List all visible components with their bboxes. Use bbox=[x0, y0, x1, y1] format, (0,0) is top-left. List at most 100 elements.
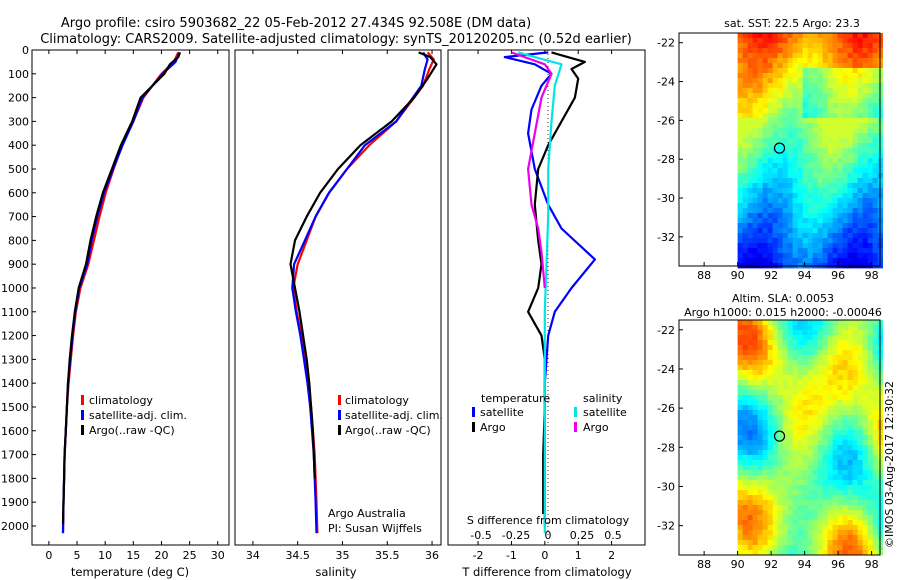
map-cell bbox=[752, 248, 758, 254]
map-cell bbox=[842, 405, 848, 411]
map-cell bbox=[752, 78, 758, 84]
map-cell bbox=[782, 143, 788, 149]
map-cell bbox=[782, 460, 788, 466]
map-cell bbox=[752, 550, 758, 556]
map-cell bbox=[802, 228, 808, 234]
map-cell bbox=[767, 410, 773, 416]
map-cell bbox=[802, 400, 808, 406]
map-cell bbox=[792, 495, 798, 501]
map-cell bbox=[767, 365, 773, 371]
map-cell bbox=[787, 530, 793, 536]
map-cell bbox=[737, 48, 743, 54]
map-cell bbox=[777, 143, 783, 149]
map-cell bbox=[827, 108, 833, 114]
map-cell bbox=[847, 238, 853, 244]
map-cell bbox=[812, 385, 818, 391]
map-cell bbox=[827, 183, 833, 189]
map-cell bbox=[867, 63, 873, 69]
map-cell bbox=[737, 440, 743, 446]
map-cell bbox=[832, 128, 838, 134]
map-cell bbox=[767, 505, 773, 511]
map-cell bbox=[852, 183, 858, 189]
map-cell bbox=[782, 258, 788, 264]
map-cell bbox=[797, 53, 803, 59]
map-cell bbox=[752, 98, 758, 104]
map-cell bbox=[782, 228, 788, 234]
map-cell bbox=[837, 38, 843, 44]
map-cell bbox=[777, 253, 783, 259]
map-cell bbox=[832, 490, 838, 496]
map-cell bbox=[827, 243, 833, 249]
map-cell bbox=[802, 133, 808, 139]
map-cell bbox=[852, 475, 858, 481]
map-cell bbox=[807, 515, 813, 521]
map-cell bbox=[772, 350, 778, 356]
map-cell bbox=[812, 415, 818, 421]
map-cell bbox=[747, 355, 753, 361]
map-cell bbox=[802, 430, 808, 436]
map-cell bbox=[872, 88, 878, 94]
map-cell bbox=[842, 248, 848, 254]
map-cell bbox=[817, 218, 823, 224]
map-cell bbox=[747, 455, 753, 461]
map-cell bbox=[872, 78, 878, 84]
map-cell bbox=[867, 218, 873, 224]
map-cell bbox=[817, 405, 823, 411]
map-cell bbox=[757, 550, 763, 556]
map-cell bbox=[787, 345, 793, 351]
map-cell bbox=[822, 68, 828, 74]
map-cell bbox=[762, 218, 768, 224]
map-cell bbox=[737, 248, 743, 254]
map-cell bbox=[802, 143, 808, 149]
map-cell bbox=[842, 163, 848, 169]
map-cell bbox=[827, 350, 833, 356]
map-cell bbox=[872, 385, 878, 391]
map-cell bbox=[872, 465, 878, 471]
map-cell bbox=[867, 183, 873, 189]
map-cell bbox=[842, 153, 848, 159]
map-cell bbox=[872, 475, 878, 481]
map-cell bbox=[742, 38, 748, 44]
map-cell bbox=[827, 88, 833, 94]
map-cell bbox=[867, 460, 873, 466]
map-cell bbox=[842, 455, 848, 461]
map-cell bbox=[787, 520, 793, 526]
map-cell bbox=[807, 490, 813, 496]
map-cell bbox=[837, 63, 843, 69]
map-cell bbox=[787, 340, 793, 346]
map-cell bbox=[857, 385, 863, 391]
map-cell bbox=[847, 243, 853, 249]
map-cell bbox=[782, 390, 788, 396]
map-cell bbox=[807, 208, 813, 214]
map-cell bbox=[802, 118, 808, 124]
map-cell bbox=[837, 410, 843, 416]
map-cell bbox=[867, 515, 873, 521]
map-cell bbox=[737, 320, 743, 326]
map-cell bbox=[837, 193, 843, 199]
map-cell bbox=[852, 335, 858, 341]
map-cell bbox=[817, 43, 823, 49]
map-cell bbox=[832, 193, 838, 199]
map-cell bbox=[837, 243, 843, 249]
map-cell bbox=[827, 345, 833, 351]
map-cell bbox=[777, 133, 783, 139]
map-cell bbox=[827, 405, 833, 411]
map-cell bbox=[837, 455, 843, 461]
map-cell bbox=[837, 355, 843, 361]
map-cell bbox=[752, 410, 758, 416]
map-cell bbox=[872, 470, 878, 476]
map-cell bbox=[802, 193, 808, 199]
map-cell bbox=[852, 440, 858, 446]
map-cell bbox=[812, 530, 818, 536]
map-cell bbox=[807, 118, 813, 124]
map-cell bbox=[752, 88, 758, 94]
map-cell bbox=[862, 228, 868, 234]
map-cell bbox=[822, 203, 828, 209]
map-cell bbox=[752, 83, 758, 89]
map-cell bbox=[857, 425, 863, 431]
map-cell bbox=[857, 480, 863, 486]
map-cell bbox=[802, 148, 808, 154]
map-cell bbox=[767, 98, 773, 104]
map-cell bbox=[767, 530, 773, 536]
map-cell bbox=[867, 108, 873, 114]
